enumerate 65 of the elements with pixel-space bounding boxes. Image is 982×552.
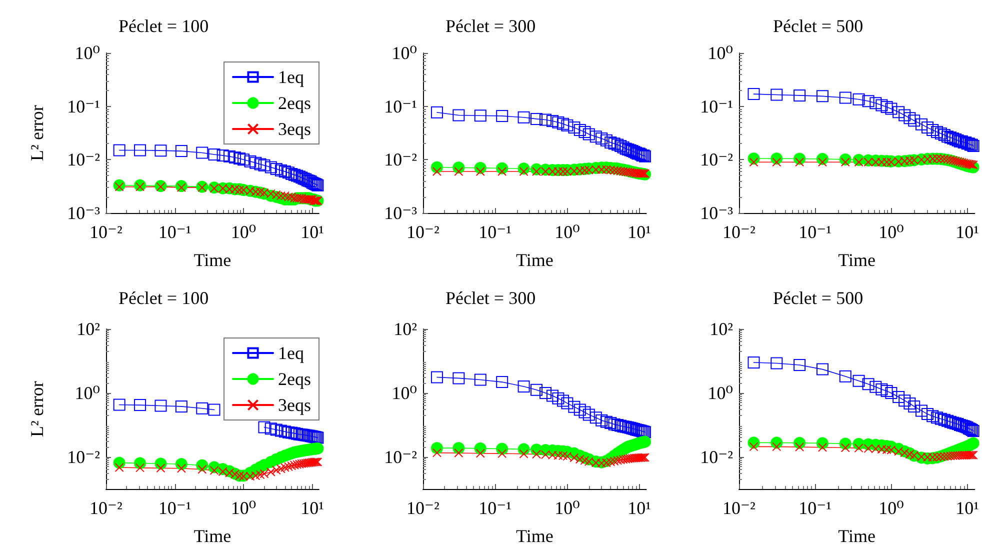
y-axis-title: L² error <box>27 381 47 437</box>
y-tick-label: 10⁻² <box>384 150 417 170</box>
y-axis-title: L² error <box>27 105 47 161</box>
legend-label: 3eqs <box>278 395 312 415</box>
y-tick-label: 10⁻² <box>67 447 100 467</box>
legend-label: 2eqs <box>278 369 312 389</box>
x-tick-label: 10⁻¹ <box>158 222 192 242</box>
y-tick-label: 10⁰ <box>392 43 417 63</box>
x-tick-label: 10⁻² <box>90 498 122 518</box>
chart-title: Péclet = 500 <box>772 288 864 308</box>
y-tick-label: 10⁰ <box>74 383 100 403</box>
x-tick-label: 10¹ <box>956 222 980 242</box>
y-tick-label: 10⁰ <box>708 383 733 403</box>
y-tick-label: 10⁻³ <box>67 203 101 223</box>
y-tick-label: 10² <box>76 319 100 339</box>
x-tick-label: 10⁻¹ <box>478 222 512 242</box>
legend-label: 1eq <box>278 343 304 363</box>
x-tick-label: 10⁻² <box>722 498 756 518</box>
y-tick-label: 10⁰ <box>392 383 417 403</box>
y-tick-label: 10⁻¹ <box>700 96 733 116</box>
y-tick-label: 10⁰ <box>708 43 733 63</box>
y-tick-label: 10⁻² <box>384 447 417 467</box>
y-tick-label: 10⁻² <box>67 150 100 170</box>
x-axis-title: Time <box>194 250 232 270</box>
x-tick-label: 10⁰ <box>554 498 580 518</box>
legend-label: 1eq <box>278 67 304 87</box>
y-tick-label: 10⁻² <box>700 447 733 467</box>
legend-label: 3eqs <box>278 119 312 139</box>
x-tick-label: 10⁻² <box>90 222 122 242</box>
y-tick-label: 10² <box>710 319 733 339</box>
x-axis-title: Time <box>516 250 554 270</box>
x-axis-title: Time <box>516 526 554 546</box>
y-tick-label: 10⁻¹ <box>384 96 417 116</box>
x-tick-label: 10⁻¹ <box>798 222 832 242</box>
chart-title: Péclet = 300 <box>445 16 536 36</box>
x-axis-title: Time <box>194 526 232 546</box>
chart-title: Péclet = 500 <box>772 16 864 36</box>
x-tick-label: 10¹ <box>300 222 324 242</box>
x-tick-label: 10⁻² <box>406 498 440 518</box>
x-tick-label: 10⁰ <box>878 222 904 242</box>
chart-title: Péclet = 300 <box>445 288 536 308</box>
x-axis-title: Time <box>838 250 876 270</box>
x-tick-label: 10⁻² <box>406 222 440 242</box>
x-axis-title: Time <box>838 526 876 546</box>
x-tick-label: 10⁻¹ <box>478 498 512 518</box>
x-tick-label: 10¹ <box>628 222 652 242</box>
chart-title: Péclet = 100 <box>118 288 209 308</box>
x-tick-label: 10¹ <box>628 498 652 518</box>
x-tick-label: 10⁻¹ <box>158 498 192 518</box>
x-tick-label: 10⁰ <box>230 498 256 518</box>
y-tick-label: 10⁻³ <box>384 203 418 223</box>
y-tick-label: 10⁻² <box>700 150 733 170</box>
x-tick-label: 10¹ <box>300 498 324 518</box>
legend-label: 2eqs <box>278 93 312 113</box>
y-tick-label: 10⁰ <box>74 43 100 63</box>
y-tick-label: 10⁻¹ <box>67 96 100 116</box>
x-tick-label: 10⁻² <box>722 222 756 242</box>
x-tick-label: 10¹ <box>956 498 980 518</box>
x-tick-label: 10⁰ <box>878 498 904 518</box>
x-tick-label: 10⁰ <box>554 222 580 242</box>
x-tick-label: 10⁻¹ <box>798 498 832 518</box>
y-tick-label: 10⁻³ <box>700 203 734 223</box>
chart-title: Péclet = 100 <box>118 16 209 36</box>
y-tick-label: 10² <box>394 319 417 339</box>
x-tick-label: 10⁰ <box>230 222 256 242</box>
